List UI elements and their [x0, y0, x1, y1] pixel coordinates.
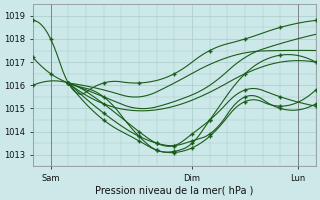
X-axis label: Pression niveau de la mer( hPa ): Pression niveau de la mer( hPa ) [95, 186, 253, 196]
